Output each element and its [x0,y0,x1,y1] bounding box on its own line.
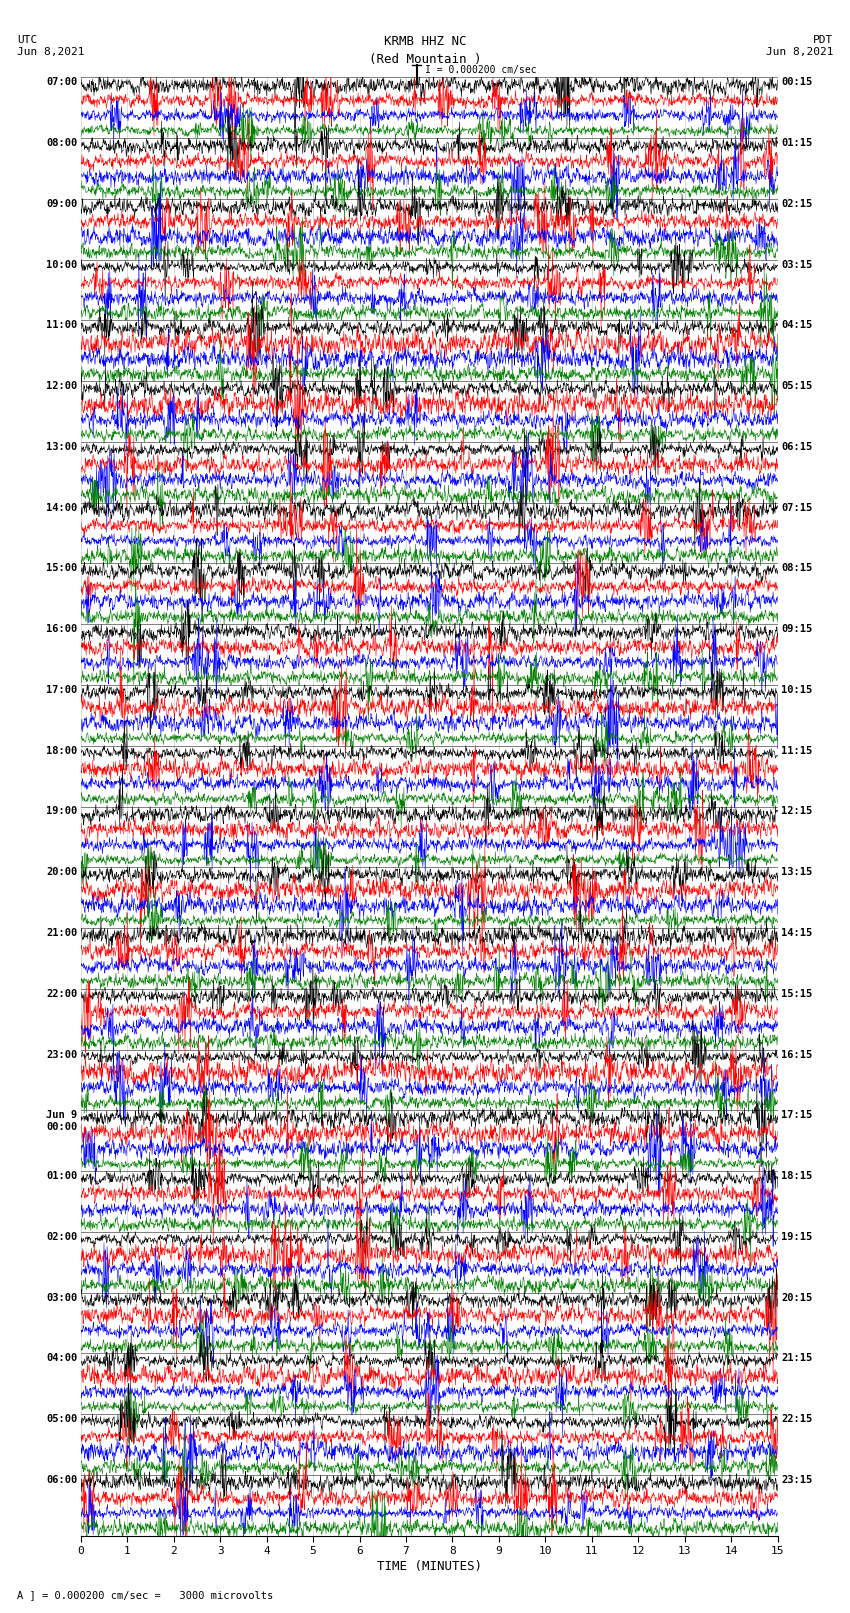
Text: 00:15: 00:15 [781,77,813,87]
Text: 07:15: 07:15 [781,503,813,513]
Text: UTC
Jun 8,2021: UTC Jun 8,2021 [17,35,84,56]
Text: Jun 9
00:00: Jun 9 00:00 [46,1110,77,1132]
Text: 14:15: 14:15 [781,927,813,939]
Text: 10:15: 10:15 [781,686,813,695]
Text: 20:00: 20:00 [46,868,77,877]
Text: 08:00: 08:00 [46,139,77,148]
Text: 07:00: 07:00 [46,77,77,87]
X-axis label: TIME (MINUTES): TIME (MINUTES) [377,1560,482,1573]
Text: 22:00: 22:00 [46,989,77,998]
Text: PDT
Jun 8,2021: PDT Jun 8,2021 [766,35,833,56]
Text: 17:15: 17:15 [781,1110,813,1121]
Text: 21:15: 21:15 [781,1353,813,1363]
Text: 02:15: 02:15 [781,198,813,210]
Text: 22:15: 22:15 [781,1415,813,1424]
Text: KRMB HHZ NC
(Red Mountain ): KRMB HHZ NC (Red Mountain ) [369,35,481,66]
Text: 09:15: 09:15 [781,624,813,634]
Text: 11:15: 11:15 [781,745,813,756]
Text: 16:15: 16:15 [781,1050,813,1060]
Text: 12:15: 12:15 [781,806,813,816]
Text: 04:15: 04:15 [781,321,813,331]
Text: 08:15: 08:15 [781,563,813,574]
Text: 12:00: 12:00 [46,381,77,392]
Text: 05:00: 05:00 [46,1415,77,1424]
Text: 11:00: 11:00 [46,321,77,331]
Text: 14:00: 14:00 [46,503,77,513]
Text: 16:00: 16:00 [46,624,77,634]
Text: 05:15: 05:15 [781,381,813,392]
Text: 19:00: 19:00 [46,806,77,816]
Text: 09:00: 09:00 [46,198,77,210]
Text: 01:15: 01:15 [781,139,813,148]
Text: 01:00: 01:00 [46,1171,77,1181]
Text: 23:00: 23:00 [46,1050,77,1060]
Text: 04:00: 04:00 [46,1353,77,1363]
Text: 19:15: 19:15 [781,1232,813,1242]
Text: 13:00: 13:00 [46,442,77,452]
Text: 06:15: 06:15 [781,442,813,452]
Text: I = 0.000200 cm/sec: I = 0.000200 cm/sec [425,65,536,74]
Text: 10:00: 10:00 [46,260,77,269]
Text: 03:15: 03:15 [781,260,813,269]
Text: A ] = 0.000200 cm/sec =   3000 microvolts: A ] = 0.000200 cm/sec = 3000 microvolts [17,1590,273,1600]
Text: 06:00: 06:00 [46,1474,77,1486]
Text: 15:15: 15:15 [781,989,813,998]
Text: 21:00: 21:00 [46,927,77,939]
Text: 18:00: 18:00 [46,745,77,756]
Text: 17:00: 17:00 [46,686,77,695]
Text: 13:15: 13:15 [781,868,813,877]
Text: 02:00: 02:00 [46,1232,77,1242]
Text: 18:15: 18:15 [781,1171,813,1181]
Text: 20:15: 20:15 [781,1292,813,1303]
Text: 03:00: 03:00 [46,1292,77,1303]
Text: 15:00: 15:00 [46,563,77,574]
Text: 23:15: 23:15 [781,1474,813,1486]
